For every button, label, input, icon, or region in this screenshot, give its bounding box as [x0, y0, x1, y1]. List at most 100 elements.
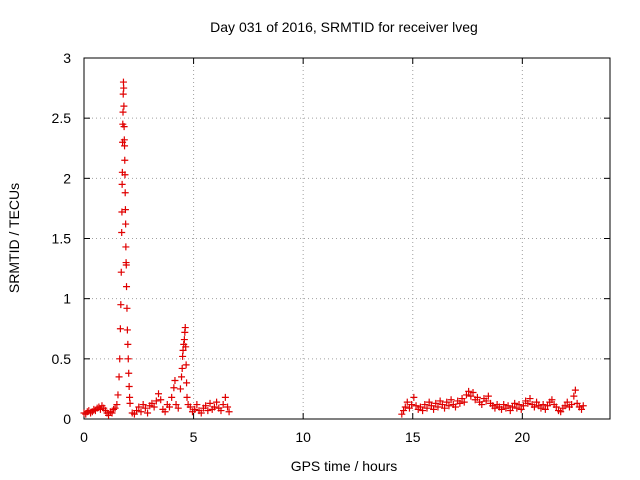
data-point-marker	[183, 393, 191, 401]
data-point-marker	[484, 392, 492, 400]
data-point-marker	[513, 404, 521, 412]
y-axis-label: SRMTID / TECUs	[6, 183, 22, 293]
data-point-marker	[122, 243, 130, 251]
data-point-marker	[206, 399, 214, 407]
data-point-marker	[120, 123, 128, 131]
data-point-marker	[168, 393, 176, 401]
data-point-marker	[221, 393, 229, 401]
data-point-marker	[438, 401, 446, 409]
data-point-marker	[225, 408, 233, 416]
data-point-marker	[548, 396, 556, 404]
data-point-marker	[96, 405, 104, 413]
y-tick-label: 1	[63, 291, 71, 307]
data-point-marker	[579, 402, 587, 410]
data-point-marker	[125, 369, 133, 377]
data-points	[80, 78, 587, 419]
data-point-marker	[125, 383, 133, 391]
data-point-marker	[121, 206, 129, 214]
data-point-marker	[568, 401, 576, 409]
chart-title: Day 031 of 2016, SRMTID for receiver lve…	[210, 19, 478, 35]
data-point-marker	[119, 78, 127, 86]
data-point-marker	[120, 136, 128, 144]
data-point-marker	[157, 396, 165, 404]
data-point-marker	[491, 404, 499, 412]
data-point-marker	[150, 403, 158, 411]
data-point-marker	[202, 402, 210, 410]
x-tick-label: 10	[295, 429, 311, 445]
data-point-marker	[179, 352, 187, 360]
data-point-marker	[165, 403, 173, 411]
data-point-marker	[530, 403, 538, 411]
data-point-marker	[408, 401, 416, 409]
data-point-marker	[443, 398, 451, 406]
data-point-marker	[191, 405, 199, 413]
data-point-marker	[526, 395, 534, 403]
data-point-marker	[178, 364, 186, 372]
data-point-marker	[478, 401, 486, 409]
data-point-marker	[401, 403, 409, 411]
data-point-marker	[182, 343, 190, 351]
data-point-marker	[400, 407, 408, 415]
data-point-marker	[174, 404, 182, 412]
x-axis-label: GPS time / hours	[291, 458, 398, 474]
data-point-marker	[506, 407, 514, 415]
data-point-marker	[515, 401, 523, 409]
data-point-marker	[179, 346, 187, 354]
data-point-marker	[519, 402, 527, 410]
data-point-marker	[578, 405, 586, 413]
data-point-marker	[144, 409, 152, 417]
data-point-marker	[403, 398, 411, 406]
grid-lines	[84, 58, 610, 419]
data-point-marker	[117, 301, 125, 309]
data-point-marker	[504, 402, 512, 410]
data-point-marker	[537, 404, 545, 412]
data-point-marker	[473, 393, 481, 401]
x-tick-label: 20	[515, 429, 531, 445]
data-point-marker	[213, 398, 221, 406]
data-point-marker	[113, 401, 121, 409]
data-point-marker	[118, 208, 126, 216]
data-point-marker	[441, 404, 449, 412]
data-point-marker	[425, 398, 433, 406]
data-point-marker	[460, 398, 468, 406]
data-point-marker	[204, 407, 212, 415]
data-point-marker	[410, 393, 418, 401]
data-point-marker	[533, 398, 541, 406]
data-point-marker	[469, 389, 477, 397]
data-point-marker	[182, 361, 190, 369]
data-point-marker	[148, 399, 156, 407]
data-point-marker	[445, 402, 453, 410]
data-point-marker	[118, 180, 126, 188]
data-point-marker	[115, 373, 123, 381]
data-point-marker	[573, 399, 581, 407]
data-point-marker	[118, 228, 126, 236]
data-point-marker	[458, 395, 466, 403]
data-point-marker	[462, 391, 470, 399]
data-point-marker	[447, 396, 455, 404]
data-point-marker	[119, 108, 127, 116]
data-point-marker	[544, 402, 552, 410]
y-tick-label: 1.5	[52, 231, 72, 247]
data-point-marker	[171, 376, 179, 384]
data-point-marker	[508, 403, 516, 411]
data-point-marker	[563, 398, 571, 406]
tick-labels: 0 0.5 1 1.5 2 2.5 3 0 5 10 15 20	[52, 50, 531, 445]
data-point-marker	[120, 84, 128, 92]
data-point-marker	[121, 142, 129, 150]
data-point-marker	[571, 386, 579, 394]
data-point-marker	[123, 304, 131, 312]
data-point-marker	[152, 397, 160, 405]
data-point-marker	[541, 405, 549, 413]
data-point-marker	[432, 399, 440, 407]
data-point-marker	[123, 326, 131, 334]
data-point-marker	[416, 403, 424, 411]
data-point-marker	[130, 410, 138, 418]
y-tick-label: 2	[63, 170, 71, 186]
data-point-marker	[561, 402, 569, 410]
data-point-marker	[539, 401, 547, 409]
data-point-marker	[139, 401, 147, 409]
y-tick-label: 2.5	[52, 110, 72, 126]
data-point-marker	[170, 384, 178, 392]
